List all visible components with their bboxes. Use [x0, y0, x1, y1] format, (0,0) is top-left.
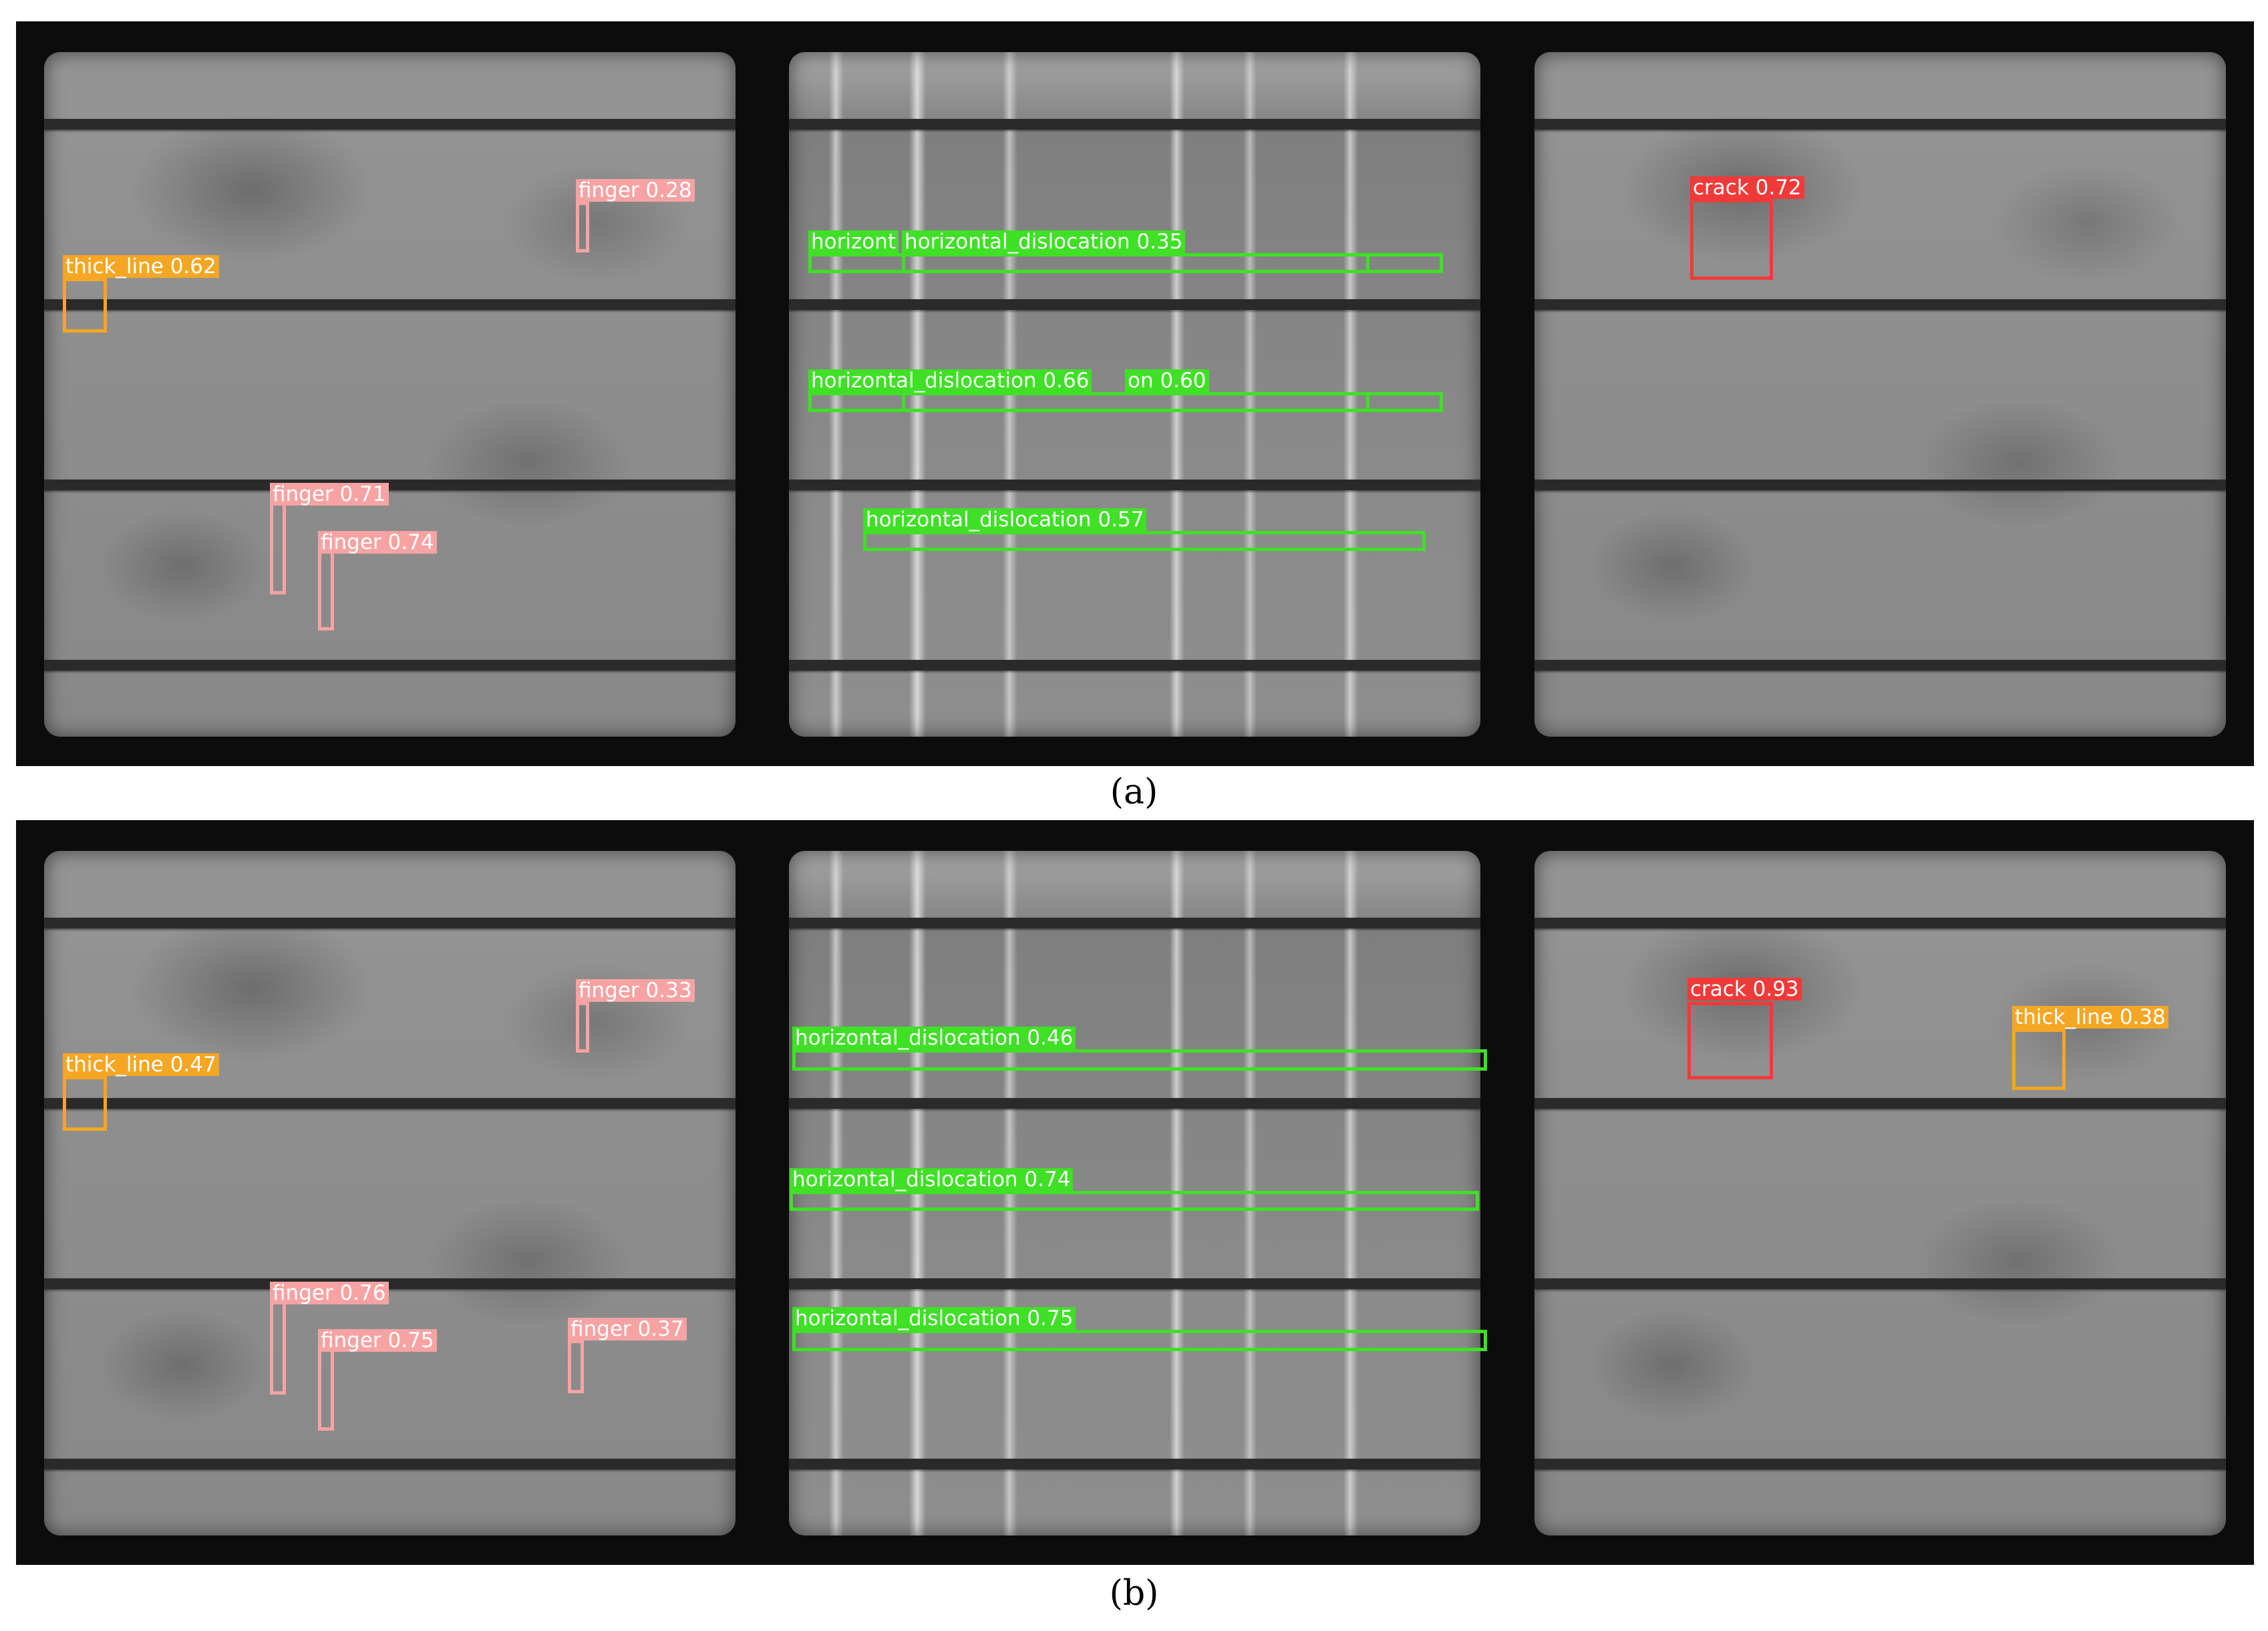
label-horizontal-dislocation: horizontal_dislocation 0.75: [792, 1307, 1076, 1330]
el-image-panel-b: thick_line 0.47 finger 0.33 finger 0.76 …: [16, 820, 2254, 1565]
bbox-horizontal-dislocation: [792, 1330, 1487, 1351]
label-finger: finger 0.75: [318, 1329, 437, 1352]
bbox-thick-line: [2012, 1029, 2066, 1090]
label-horizontal-dislocation: horizontal_dislocation 0.74: [790, 1168, 1074, 1191]
solar-cell-left: [44, 52, 736, 737]
label-finger: finger 0.71: [270, 483, 389, 506]
bbox-thick-line: [63, 278, 107, 333]
label-finger: finger 0.74: [318, 531, 437, 554]
label-finger: finger 0.33: [576, 979, 695, 1002]
label-crack: crack 0.93: [1687, 978, 1802, 1001]
label-thick-line: thick_line 0.38: [2012, 1006, 2168, 1029]
solar-cell-left: [44, 851, 736, 1535]
label-crack: crack 0.72: [1690, 176, 1804, 199]
bbox-finger: [568, 1340, 584, 1393]
label-finger: finger 0.76: [270, 1282, 389, 1304]
bbox-crack: [1690, 199, 1773, 280]
bbox-finger: [576, 202, 589, 252]
bbox-horizontal-dislocation: [863, 531, 1426, 551]
label-horizontal-dislocation: horizontal_dislocation 0.46: [792, 1027, 1076, 1049]
bbox-finger: [318, 1348, 334, 1431]
label-horizontal-dislocation: horizontal_dislocation 0.66: [808, 369, 1092, 392]
bbox-finger: [318, 549, 334, 630]
bbox-horizontal-dislocation: [902, 253, 1369, 273]
el-image-panel-a: thick_line 0.62 finger 0.28 finger 0.71 …: [16, 21, 2254, 766]
bbox-horizontal-dislocation: [790, 1191, 1479, 1211]
bbox-horizontal-dislocation: [902, 392, 1369, 412]
label-finger: finger 0.28: [576, 179, 695, 202]
bbox-finger: [270, 494, 286, 594]
caption-panel-a: (a): [1110, 772, 1158, 812]
bbox-finger: [576, 1002, 589, 1053]
label-horizontal-dislocation: horizontal_dislocation 0.35: [902, 230, 1186, 253]
label-horizontal-dislocation: horizont: [808, 230, 899, 253]
bbox-horizontal-dislocation: [792, 1049, 1487, 1071]
label-thick-line: thick_line 0.47: [63, 1053, 219, 1076]
label-finger: finger 0.37: [568, 1318, 687, 1340]
bbox-thick-line: [63, 1076, 107, 1131]
solar-cell-right: [1534, 851, 2226, 1535]
bbox-crack: [1687, 1002, 1773, 1079]
bbox-finger: [270, 1294, 286, 1395]
caption-panel-b: (b): [1109, 1574, 1159, 1614]
label-horizontal-dislocation: horizontal_dislocation 0.57: [863, 508, 1147, 531]
label-horizontal-dislocation: on 0.60: [1125, 369, 1209, 392]
label-thick-line: thick_line 0.62: [63, 255, 219, 278]
solar-cell-right: [1534, 52, 2226, 737]
